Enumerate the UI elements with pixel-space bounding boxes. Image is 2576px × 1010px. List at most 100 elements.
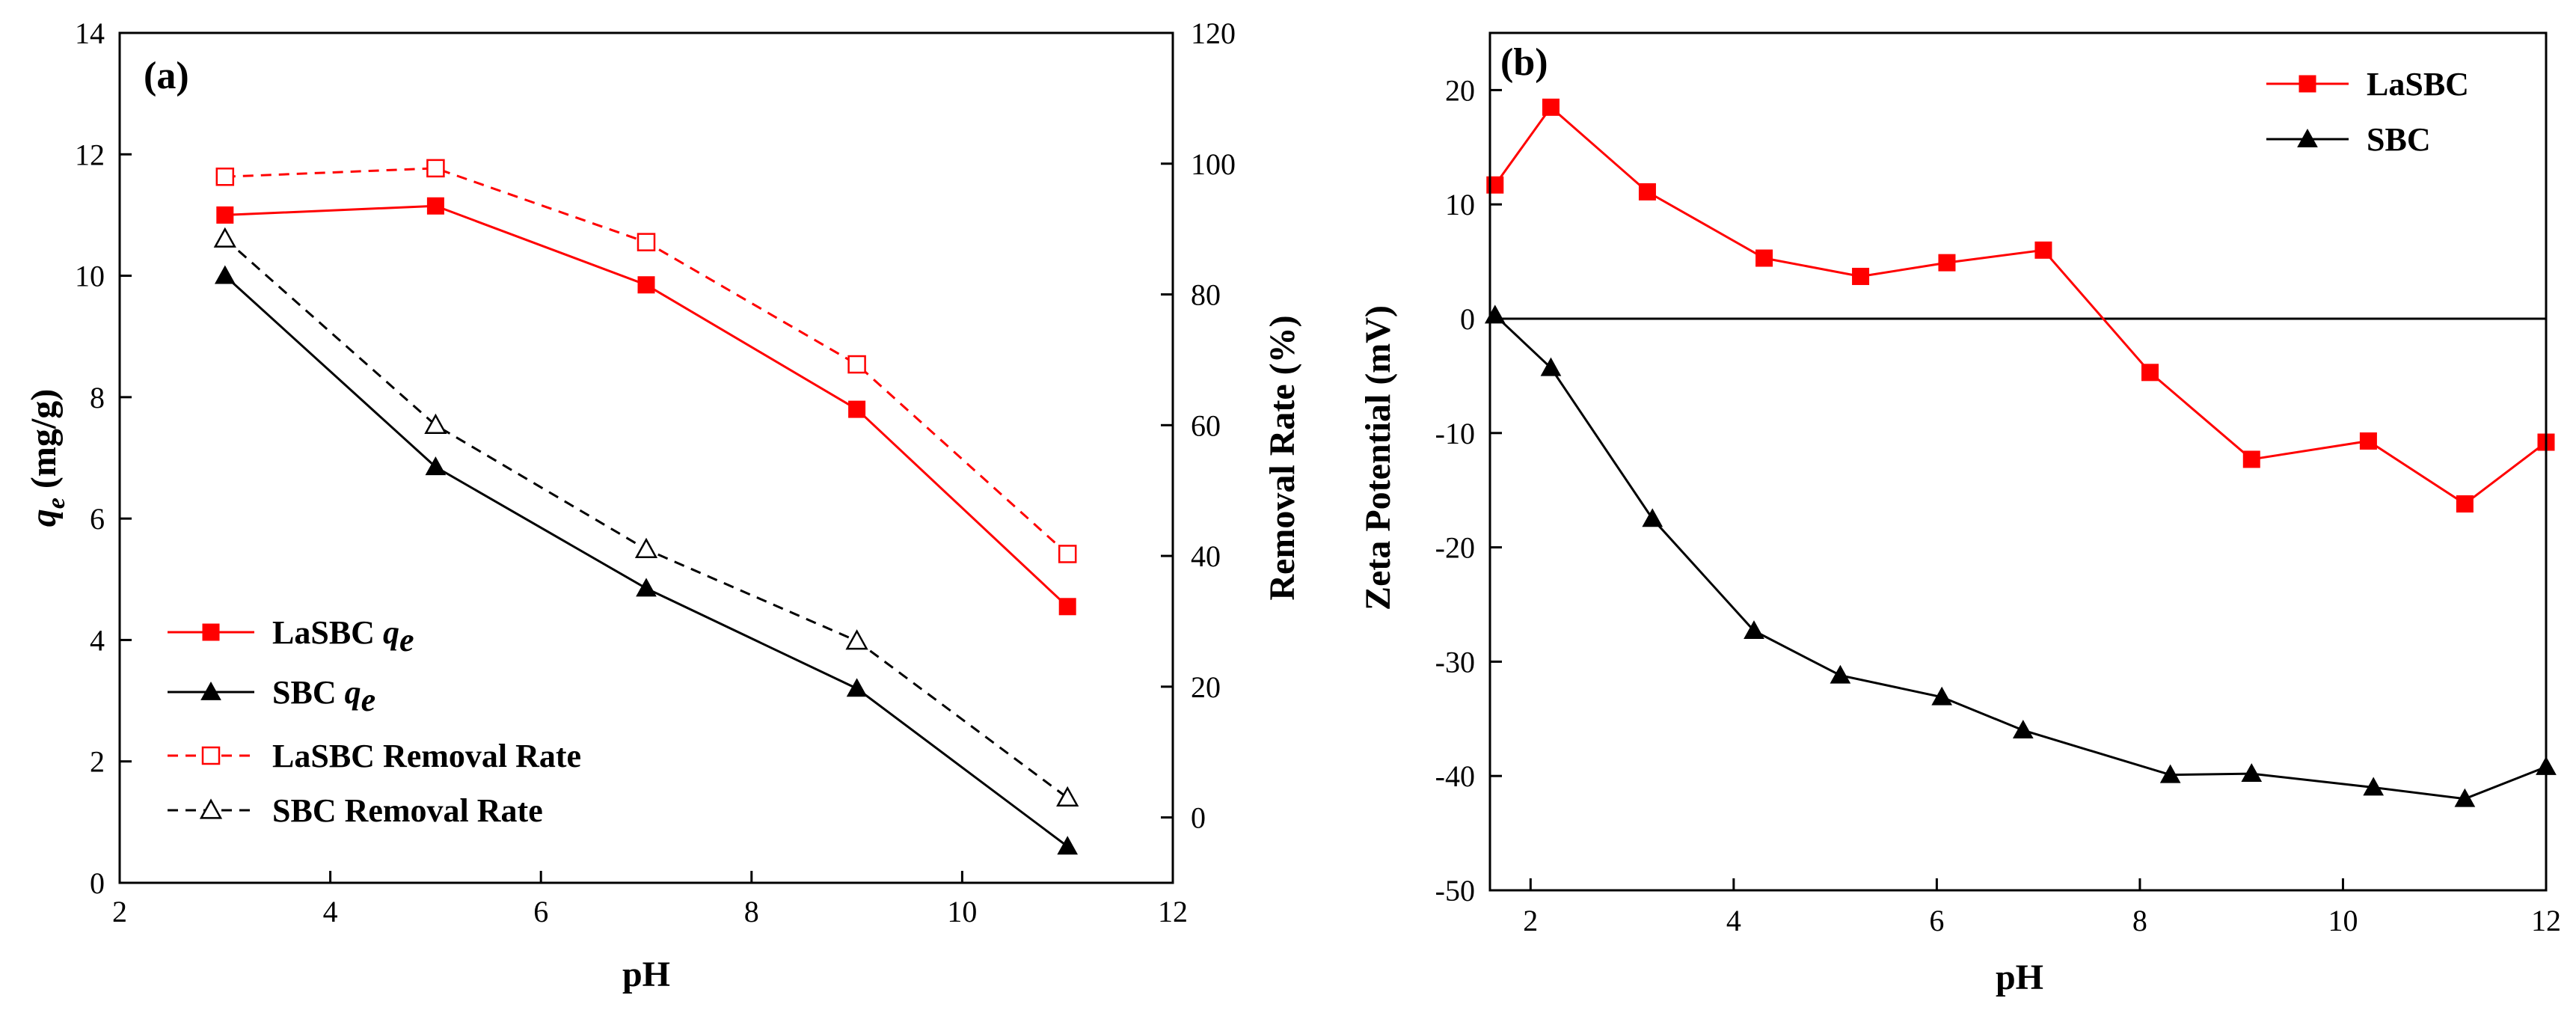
panel-b-x-tick-label: 2 bbox=[1523, 904, 1538, 937]
panel-a-x-tick-label: 10 bbox=[947, 895, 977, 928]
panel-b-plot-frame bbox=[1488, 31, 2548, 892]
panel-a-data-point-2 bbox=[637, 233, 656, 251]
panel-b-y-tick-label: -20 bbox=[1435, 531, 1475, 565]
panel-b-label: (b) bbox=[1500, 41, 1548, 84]
panel-b-x-tick-label: 6 bbox=[1929, 904, 1944, 937]
panel-b-y-tick-label: 10 bbox=[1445, 188, 1475, 221]
panel-b-data-point-0 bbox=[2034, 241, 2052, 259]
panel-a-data-point-2 bbox=[1058, 545, 1077, 563]
panel-a-y-tick-label: 4 bbox=[90, 623, 105, 657]
panel-b-data-point-0 bbox=[1542, 98, 1560, 116]
panel-b-legend-marker-0 bbox=[2299, 75, 2316, 93]
panel-a-data-point-3 bbox=[213, 227, 236, 248]
panel-a-y-tick-label: 8 bbox=[90, 381, 105, 414]
panel-a-label: (a) bbox=[144, 55, 189, 97]
panel-b-data-point-1 bbox=[1484, 304, 1506, 324]
panel-a-legend-label-2: LaSBC Removal Rate bbox=[272, 738, 581, 774]
panel-b-data-point-1 bbox=[1642, 508, 1663, 527]
panel-b-data-point-0 bbox=[2359, 432, 2377, 450]
panel-a-data-point-1 bbox=[214, 265, 236, 284]
panel-b-legend: LaSBC SBC bbox=[2266, 66, 2469, 158]
panel-b-data-point-0 bbox=[1755, 249, 1773, 267]
panel-a-legend-label-0: LaSBC qe bbox=[272, 614, 414, 658]
panel-b-series-line-0 bbox=[1494, 105, 2547, 506]
panel-b-x-tick-label: 12 bbox=[2531, 904, 2561, 937]
panel-b-y-tick-label: -10 bbox=[1435, 417, 1475, 450]
panel-a-y-tick-label: 6 bbox=[90, 502, 105, 536]
panel-b-data-point-0 bbox=[1938, 254, 1956, 272]
panel-b-data-point-1 bbox=[1744, 620, 1764, 640]
panel-a-data-point-3 bbox=[634, 537, 658, 558]
panel-b-series-line-1 bbox=[1494, 314, 2547, 801]
panel-a-y-tick-label: 10 bbox=[75, 260, 105, 293]
panel-a-legend-label-1: SBC qe bbox=[272, 674, 375, 718]
panel-a-x-tick-label: 12 bbox=[1158, 895, 1188, 928]
panel-a-legend-label-3: SBC Removal Rate bbox=[272, 792, 543, 829]
panel-a-y2-tick-label: 0 bbox=[1191, 801, 1206, 835]
panel-b-y-tick-label: -30 bbox=[1435, 645, 1475, 679]
panel-b-x-axis-label: pH bbox=[1996, 958, 2043, 997]
panel-a-y-tick-label: 2 bbox=[90, 745, 105, 779]
panel-a-legend-marker-3 bbox=[199, 798, 223, 819]
panel-a-data-point-3 bbox=[424, 413, 447, 434]
panel-a-x-axis-label: pH bbox=[622, 955, 670, 994]
panel-b-data-point-1 bbox=[2363, 777, 2385, 796]
panel-a-y-tick-label: 14 bbox=[75, 16, 105, 50]
panel-a-data-point-1 bbox=[425, 456, 447, 476]
panel-a-y2-tick-label: 20 bbox=[1191, 670, 1221, 704]
panel-a-y-tick-label: 0 bbox=[90, 866, 105, 900]
panel-b-data-point-1 bbox=[2454, 788, 2476, 807]
panel-a-data-point-3 bbox=[845, 629, 868, 650]
panel-a-y-axis-label: qe (mg/g) bbox=[24, 389, 70, 527]
panel-b-y-tick-label: -40 bbox=[1435, 759, 1475, 793]
panel-a-legend-marker-2 bbox=[201, 746, 221, 765]
panel-b-data-point-1 bbox=[2012, 720, 2034, 738]
panel-b-data-point-1 bbox=[2159, 764, 2181, 783]
panel-b-data-point-0 bbox=[1638, 183, 1656, 201]
panel-b-y-tick-label: 0 bbox=[1460, 302, 1475, 336]
panel-a-data-point-2 bbox=[426, 159, 445, 178]
panel-a-x-tick-label: 8 bbox=[744, 895, 759, 928]
panel-b-data-point-0 bbox=[2242, 450, 2260, 468]
panel-a-y2-tick-label: 40 bbox=[1191, 539, 1221, 573]
panel-a-data-point-3 bbox=[1056, 786, 1079, 807]
panel-a-y2-tick-label: 80 bbox=[1191, 278, 1221, 312]
panel-a-data-point-2 bbox=[847, 355, 866, 374]
panel-a-legend-marker-1 bbox=[200, 681, 221, 700]
panel-b-data-point-1 bbox=[1830, 664, 1851, 684]
panel-a-data-point-2 bbox=[215, 167, 235, 186]
panel-a-x-tick-label: 4 bbox=[323, 895, 338, 928]
panel-b-legend-label-0: LaSBC bbox=[2367, 66, 2469, 102]
panel-b-y-axis-label: Zeta Potential (mV) bbox=[1358, 305, 1398, 610]
panel-a-plot-frame bbox=[118, 31, 1174, 884]
panel-b-data-point-1 bbox=[1931, 686, 1953, 706]
panel-b-data-point-0 bbox=[2456, 495, 2474, 513]
panel-b-x-tick-label: 10 bbox=[2328, 904, 2358, 937]
panel-a-y2-tick-label: 100 bbox=[1191, 147, 1236, 181]
panel-b-data-point-0 bbox=[1852, 267, 1870, 285]
panel-b-data-point-0 bbox=[2141, 364, 2159, 382]
panel-a-data-point-1 bbox=[636, 578, 657, 597]
panel-a-data-point-0 bbox=[1058, 598, 1076, 616]
panel-a-data-point-1 bbox=[1057, 836, 1079, 855]
panel-b-data-point-1 bbox=[1540, 357, 1562, 376]
panel-b-chart: 2 4 6 8 10 12 -50 -40 -30 -20 -10 0 10 20 (b) pH Zeta… bbox=[1358, 31, 2561, 997]
panel-a-data-point-0 bbox=[637, 276, 655, 294]
panel-a-y2-tick-label: 60 bbox=[1191, 408, 1221, 442]
panel-a-data-point-1 bbox=[846, 678, 868, 697]
panel-a-legend-marker-0 bbox=[202, 623, 220, 641]
panel-a-legend: LaSBC qe SBC qe LaSBC Removal Rate SBC Remo… bbox=[168, 614, 581, 829]
panel-b-data-point-1 bbox=[2241, 763, 2263, 783]
panel-b-x-tick-label: 4 bbox=[1726, 904, 1741, 937]
panel-a-series-line-2 bbox=[224, 167, 1069, 555]
panel-a-data-point-0 bbox=[848, 400, 866, 418]
panel-b-legend-marker-1 bbox=[2297, 128, 2318, 147]
panel-a-y-tick-label: 12 bbox=[75, 138, 105, 171]
panel-a-y2-axis-label: Removal Rate (%) bbox=[1263, 315, 1302, 600]
panel-b-y-tick-label: -50 bbox=[1435, 874, 1475, 908]
panel-a-x-tick-label: 2 bbox=[112, 895, 127, 928]
panel-a-y2-tick-label: 120 bbox=[1191, 16, 1236, 50]
panel-b-y-tick-label: 20 bbox=[1445, 73, 1475, 107]
